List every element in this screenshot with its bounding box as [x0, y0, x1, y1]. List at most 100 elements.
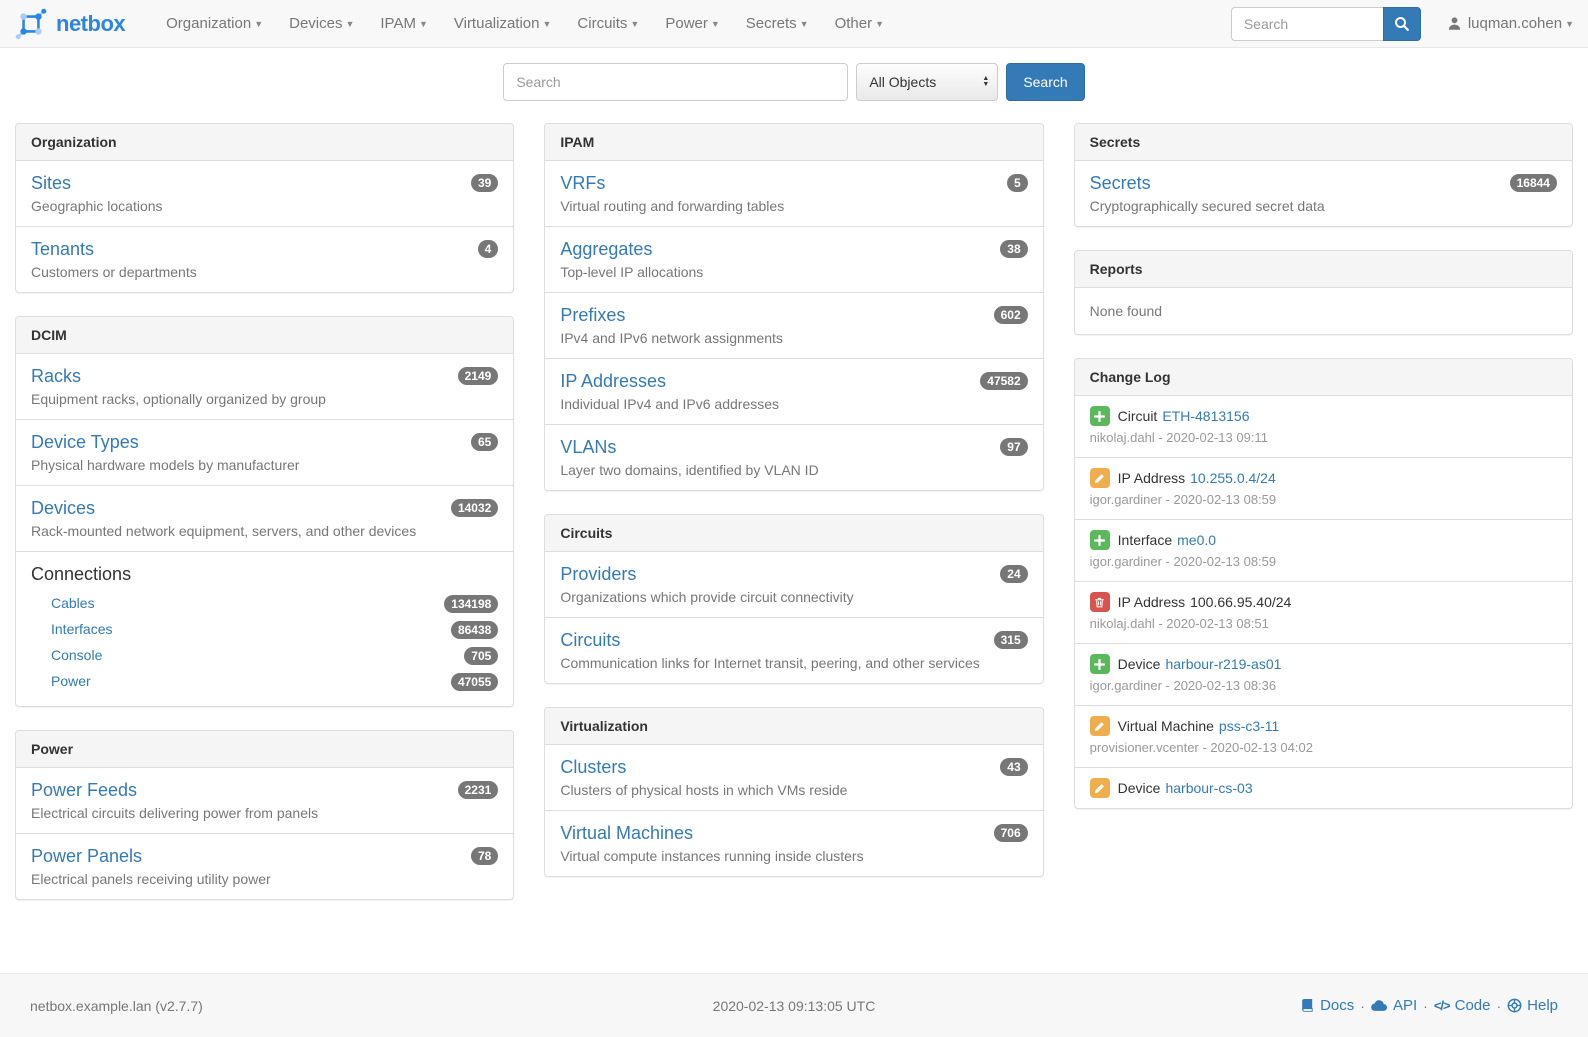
panel-title: Organization	[16, 124, 514, 161]
panel-title: Secrets	[1074, 124, 1572, 161]
console-link[interactable]: Console	[51, 647, 103, 663]
object-type: IP Address	[1117, 594, 1186, 610]
pencil-icon	[1089, 778, 1110, 798]
providers-link[interactable]: Providers	[560, 564, 637, 584]
count-badge: 315	[993, 631, 1028, 649]
changelog-entry: Interface me0.0 igor.gardiner - 2020-02-…	[1074, 519, 1572, 581]
object-type: Device	[1117, 780, 1161, 796]
object-link[interactable]: ETH-4813156	[1162, 408, 1250, 424]
cloud-icon	[1371, 999, 1388, 1012]
devices-link[interactable]: Devices	[31, 498, 96, 518]
item-description: Virtual routing and forwarding tables	[560, 198, 785, 214]
power-panels-link[interactable]: Power Panels	[31, 846, 143, 866]
changelog-entry: Circuit ETH-4813156 nikolaj.dahl - 2020-…	[1075, 396, 1572, 457]
tenants-link[interactable]: Tenants	[31, 239, 95, 259]
racks-link[interactable]: Racks	[31, 366, 82, 386]
prefixes-link[interactable]: Prefixes	[560, 305, 626, 325]
api-link[interactable]: API	[1371, 997, 1417, 1014]
panel-title: Circuits	[545, 515, 1043, 552]
item-description: Layer two domains, identified by VLAN ID	[560, 462, 819, 478]
changelog-entry: Device harbour-r219-as01 igor.gardiner -…	[1074, 643, 1572, 705]
pencil-icon	[1089, 468, 1110, 488]
global-search-input[interactable]	[503, 63, 849, 101]
pencil-icon	[1089, 716, 1110, 736]
username: luqman.cohen	[1467, 15, 1563, 32]
footer-hostname: netbox.example.lan (v2.7.7)	[30, 997, 203, 1014]
navbar: netbox Organization ▼ Devices ▼ IPAM ▼ Virt…	[0, 0, 1588, 48]
count-badge: 47582	[980, 372, 1028, 390]
device-types-link[interactable]: Device Types	[31, 432, 139, 452]
virtual-machines-link[interactable]: Virtual Machines	[560, 823, 694, 843]
nav-virtualization[interactable]: Virtualization ▼	[453, 15, 552, 32]
plus-icon	[1089, 530, 1110, 550]
panel-item-aggregates: 38 Aggregates Top-level IP allocations	[545, 226, 1043, 292]
panel-secrets: Secrets 16844 Secrets Cryptographically …	[1073, 123, 1573, 227]
vlans-link[interactable]: VLANs	[560, 437, 617, 457]
nav-organization[interactable]: Organization ▼	[166, 15, 264, 32]
panel-title: Power	[16, 731, 514, 768]
nav-ipam[interactable]: IPAM ▼	[380, 15, 428, 32]
count-badge: 134198	[444, 595, 499, 613]
item-description: Top-level IP allocations	[560, 264, 704, 280]
help-link[interactable]: Help	[1507, 997, 1558, 1014]
chevron-down-icon: ▼	[542, 19, 552, 29]
secrets-link[interactable]: Secrets	[1089, 173, 1151, 193]
panel-power: Power 2231 Power Feeds Electrical circui…	[15, 730, 515, 900]
object-link[interactable]: harbour-cs-03	[1165, 780, 1253, 796]
object-type: Interface	[1117, 532, 1173, 548]
chevron-down-icon: ▼	[710, 19, 720, 29]
object-type: IP Address	[1117, 470, 1186, 486]
interfaces-link[interactable]: Interfaces	[51, 621, 113, 637]
object-link[interactable]: 10.255.0.4/24	[1190, 470, 1276, 486]
clusters-link[interactable]: Clusters	[560, 757, 627, 777]
chevron-down-icon: ▼	[418, 19, 428, 29]
search-icon	[1394, 16, 1410, 32]
object-link[interactable]: pss-c3-11	[1218, 718, 1280, 734]
nav-secrets[interactable]: Secrets ▼	[745, 15, 809, 32]
panel-item-tenants: 4 Tenants Customers or departments	[16, 226, 514, 292]
cables-link[interactable]: Cables	[51, 595, 95, 611]
entry-meta: igor.gardiner - 2020-02-13 08:59	[1089, 492, 1277, 507]
object-link[interactable]: me0.0	[1177, 532, 1217, 548]
power-link[interactable]: Power	[51, 673, 91, 689]
panel-item-racks: 2149 Racks Equipment racks, optionally o…	[16, 354, 513, 419]
count-badge: 78	[470, 847, 499, 865]
navbar-search-input[interactable]	[1230, 6, 1383, 41]
ip-addresses-link[interactable]: IP Addresses	[560, 371, 667, 391]
vrfs-link[interactable]: VRFs	[560, 173, 606, 193]
entry-meta: igor.gardiner - 2020-02-13 08:36	[1089, 678, 1277, 693]
docs-link[interactable]: Docs	[1300, 997, 1354, 1014]
count-badge: 86438	[450, 621, 499, 639]
user-menu[interactable]: luqman.cohen ▼	[1447, 15, 1574, 32]
object-type: Circuit	[1117, 408, 1158, 424]
circuits-link[interactable]: Circuits	[560, 630, 621, 650]
entry-meta: igor.gardiner - 2020-02-13 08:59	[1089, 554, 1277, 569]
object-link[interactable]: harbour-r219-as01	[1165, 656, 1282, 672]
global-search-button[interactable]: Search	[1006, 63, 1085, 101]
sites-link[interactable]: Sites	[31, 173, 72, 193]
column-right: Secrets 16844 Secrets Cryptographically …	[1073, 123, 1573, 832]
panel-title: IPAM	[545, 124, 1043, 161]
aggregates-link[interactable]: Aggregates	[560, 239, 653, 259]
power-feeds-link[interactable]: Power Feeds	[31, 780, 138, 800]
item-description: Organizations which provide circuit conn…	[560, 589, 854, 605]
code-link[interactable]: </> Code	[1433, 997, 1491, 1014]
count-badge: 38	[1000, 240, 1028, 258]
nav-circuits[interactable]: Circuits ▼	[577, 15, 640, 32]
nav-other[interactable]: Other ▼	[834, 15, 885, 32]
count-badge: 39	[470, 174, 499, 192]
entry-meta: provisioner.vcenter - 2020-02-13 04:02	[1089, 740, 1313, 755]
search-scope-select[interactable]: All Objects ▲ ▼	[856, 63, 999, 101]
panel-item-ip-addresses: 47582 IP Addresses Individual IPv4 and I…	[545, 358, 1043, 424]
navbar-search-button[interactable]	[1382, 6, 1421, 41]
nav-devices[interactable]: Devices ▼	[289, 15, 355, 32]
panel-dcim: DCIM 2149 Racks Equipment racks, optiona…	[15, 316, 515, 707]
brand-logo[interactable]: netbox	[14, 7, 126, 41]
object-type: Virtual Machine	[1117, 718, 1214, 734]
nav-power[interactable]: Power ▼	[665, 15, 720, 32]
chevron-down-icon: ▼	[630, 19, 640, 29]
panel-item-device-types: 65 Device Types Physical hardware models…	[16, 419, 514, 485]
item-description: Equipment racks, optionally organized by…	[31, 391, 326, 407]
entry-meta: nikolaj.dahl - 2020-02-13 09:11	[1089, 430, 1268, 445]
panel-item-vrfs: 5 VRFs Virtual routing and forwarding ta…	[545, 161, 1042, 226]
